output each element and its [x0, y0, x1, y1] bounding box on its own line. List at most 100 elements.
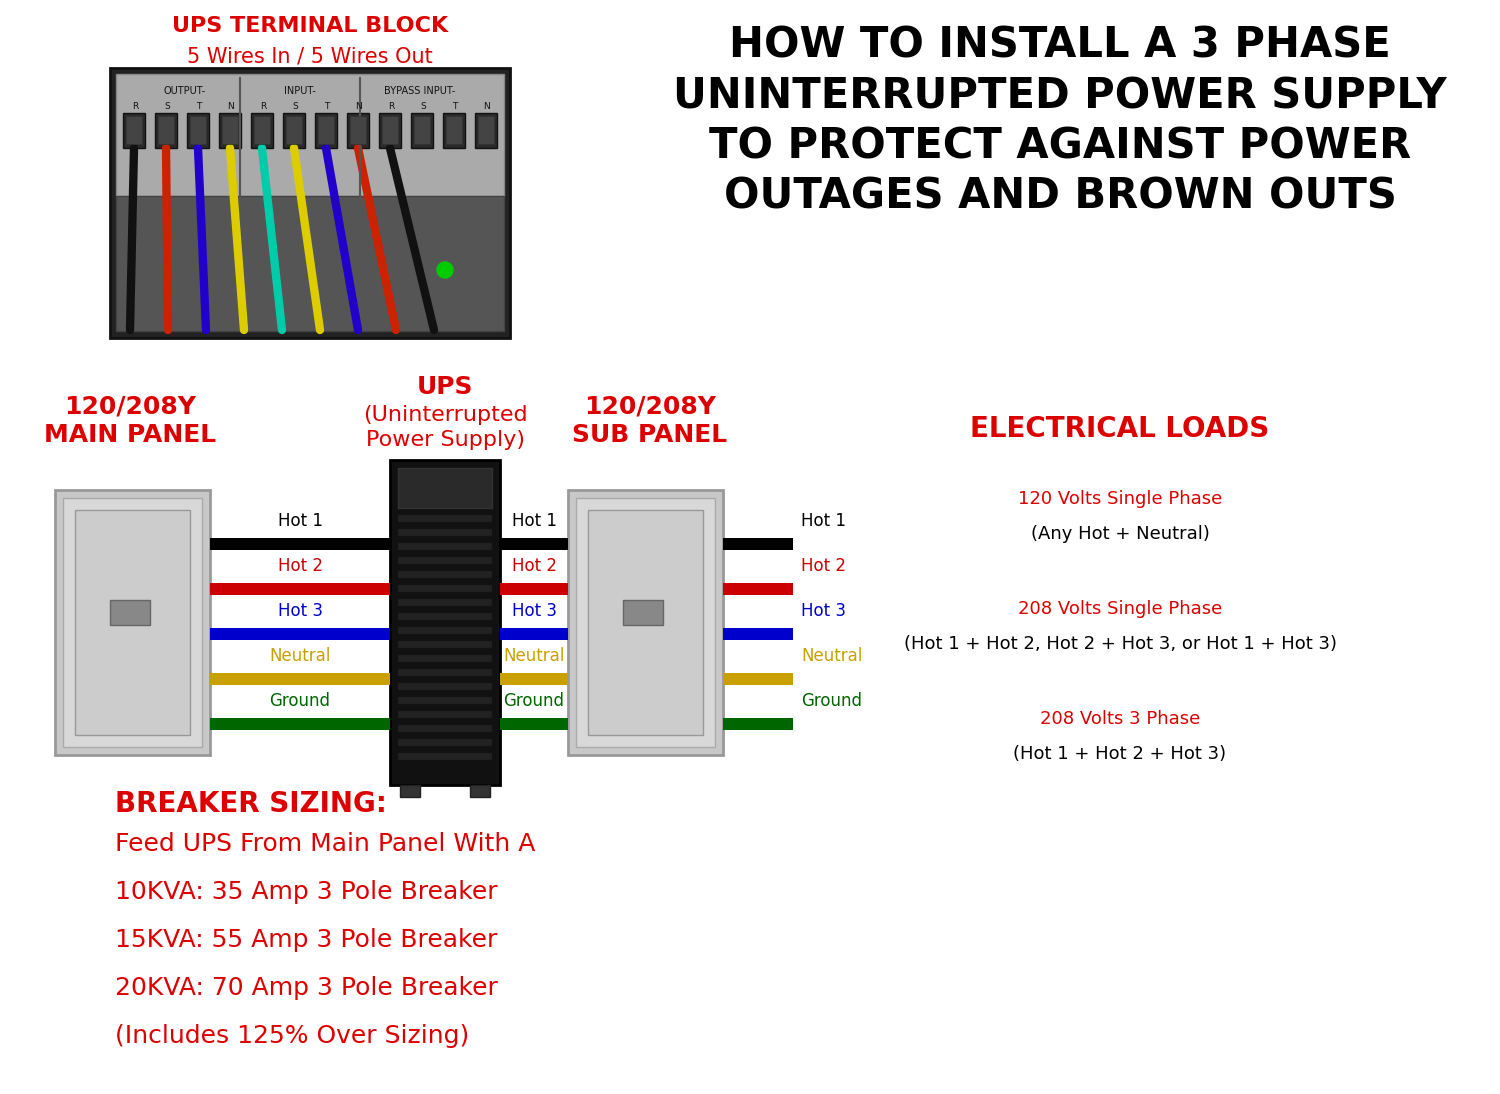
- Bar: [380, 113, 400, 148]
- Text: 208 Volts 3 Phase: 208 Volts 3 Phase: [1040, 710, 1200, 728]
- Bar: [723, 538, 794, 550]
- Bar: [116, 196, 504, 330]
- Text: Neutral: Neutral: [270, 647, 330, 665]
- Bar: [476, 113, 496, 148]
- Bar: [110, 600, 150, 625]
- Text: S: S: [164, 102, 170, 110]
- Bar: [398, 641, 492, 648]
- Bar: [390, 459, 500, 785]
- Bar: [398, 711, 492, 718]
- Text: Neutral: Neutral: [801, 647, 862, 665]
- Bar: [154, 113, 177, 148]
- Bar: [723, 673, 794, 685]
- Bar: [723, 583, 794, 595]
- Text: 20KVA: 70 Amp 3 Pole Breaker: 20KVA: 70 Amp 3 Pole Breaker: [116, 976, 498, 1000]
- Bar: [622, 600, 663, 625]
- Bar: [398, 571, 492, 578]
- Bar: [588, 510, 704, 735]
- Text: 5 Wires In / 5 Wires Out: 5 Wires In / 5 Wires Out: [188, 46, 434, 66]
- Bar: [576, 498, 716, 747]
- Bar: [158, 116, 174, 144]
- Text: (Any Hot + Neutral): (Any Hot + Neutral): [1030, 525, 1209, 543]
- Bar: [222, 116, 238, 144]
- Bar: [398, 613, 492, 620]
- Bar: [116, 74, 504, 196]
- Bar: [398, 529, 492, 536]
- Text: Ground: Ground: [270, 693, 330, 710]
- Bar: [442, 113, 465, 148]
- Text: T: T: [324, 102, 330, 110]
- Text: 120 Volts Single Phase: 120 Volts Single Phase: [1019, 490, 1222, 508]
- Bar: [210, 673, 390, 685]
- Text: (Uninterrupted
Power Supply): (Uninterrupted Power Supply): [363, 405, 528, 450]
- Bar: [398, 725, 492, 732]
- Text: Hot 3: Hot 3: [801, 602, 846, 620]
- Bar: [210, 583, 390, 595]
- Bar: [411, 113, 434, 148]
- Bar: [210, 538, 390, 550]
- Text: Feed UPS From Main Panel With A: Feed UPS From Main Panel With A: [116, 833, 536, 856]
- Bar: [500, 538, 568, 550]
- Bar: [398, 683, 492, 690]
- Text: 120/208Y
MAIN PANEL: 120/208Y MAIN PANEL: [44, 395, 216, 446]
- Bar: [251, 113, 273, 148]
- Bar: [190, 116, 206, 144]
- Text: UPS: UPS: [417, 375, 474, 399]
- Text: BREAKER SIZING:: BREAKER SIZING:: [116, 790, 387, 818]
- Bar: [63, 498, 202, 747]
- Bar: [398, 627, 492, 635]
- Bar: [219, 113, 242, 148]
- Bar: [723, 718, 794, 730]
- Bar: [470, 785, 490, 798]
- Text: (Hot 1 + Hot 2 + Hot 3): (Hot 1 + Hot 2 + Hot 3): [1014, 745, 1227, 763]
- Bar: [382, 116, 398, 144]
- Bar: [284, 113, 304, 148]
- Text: Ground: Ground: [801, 693, 862, 710]
- Text: Hot 2: Hot 2: [801, 557, 846, 575]
- Bar: [723, 628, 794, 640]
- Bar: [315, 113, 338, 148]
- Text: ELECTRICAL LOADS: ELECTRICAL LOADS: [970, 415, 1269, 443]
- Bar: [188, 113, 209, 148]
- Text: R: R: [260, 102, 266, 110]
- Bar: [110, 68, 510, 338]
- Bar: [126, 116, 142, 144]
- Bar: [398, 753, 492, 760]
- Bar: [350, 116, 366, 144]
- Text: OUTPUT-: OUTPUT-: [164, 86, 206, 96]
- Text: UPS TERMINAL BLOCK: UPS TERMINAL BLOCK: [172, 16, 448, 36]
- Text: Hot 1: Hot 1: [512, 512, 556, 529]
- Text: 120/208Y
SUB PANEL: 120/208Y SUB PANEL: [573, 395, 728, 446]
- Bar: [75, 510, 190, 735]
- Text: Hot 2: Hot 2: [512, 557, 556, 575]
- Bar: [398, 740, 492, 746]
- Bar: [500, 718, 568, 730]
- Text: HOW TO INSTALL A 3 PHASE
UNINTERRUPTED POWER SUPPLY
TO PROTECT AGAINST POWER
OUT: HOW TO INSTALL A 3 PHASE UNINTERRUPTED P…: [674, 25, 1448, 218]
- Bar: [478, 116, 494, 144]
- Bar: [398, 697, 492, 705]
- Bar: [318, 116, 334, 144]
- Bar: [398, 557, 492, 565]
- Bar: [210, 718, 390, 730]
- Text: 208 Volts Single Phase: 208 Volts Single Phase: [1019, 600, 1222, 618]
- Bar: [398, 600, 492, 606]
- Text: Hot 3: Hot 3: [278, 602, 322, 620]
- Bar: [398, 655, 492, 662]
- Text: Hot 2: Hot 2: [278, 557, 322, 575]
- Text: Hot 1: Hot 1: [801, 512, 846, 529]
- Text: 15KVA: 55 Amp 3 Pole Breaker: 15KVA: 55 Amp 3 Pole Breaker: [116, 928, 498, 952]
- Bar: [56, 490, 210, 755]
- Bar: [346, 113, 369, 148]
- Bar: [446, 116, 462, 144]
- Text: Hot 3: Hot 3: [512, 602, 556, 620]
- Text: INPUT-: INPUT-: [284, 86, 316, 96]
- Text: BYPASS INPUT-: BYPASS INPUT-: [384, 86, 456, 96]
- Text: N: N: [356, 102, 363, 110]
- Bar: [123, 113, 146, 148]
- Bar: [568, 490, 723, 755]
- Bar: [286, 116, 302, 144]
- Text: T: T: [453, 102, 458, 110]
- Bar: [500, 628, 568, 640]
- Bar: [414, 116, 430, 144]
- Text: (Includes 125% Over Sizing): (Includes 125% Over Sizing): [116, 1024, 470, 1048]
